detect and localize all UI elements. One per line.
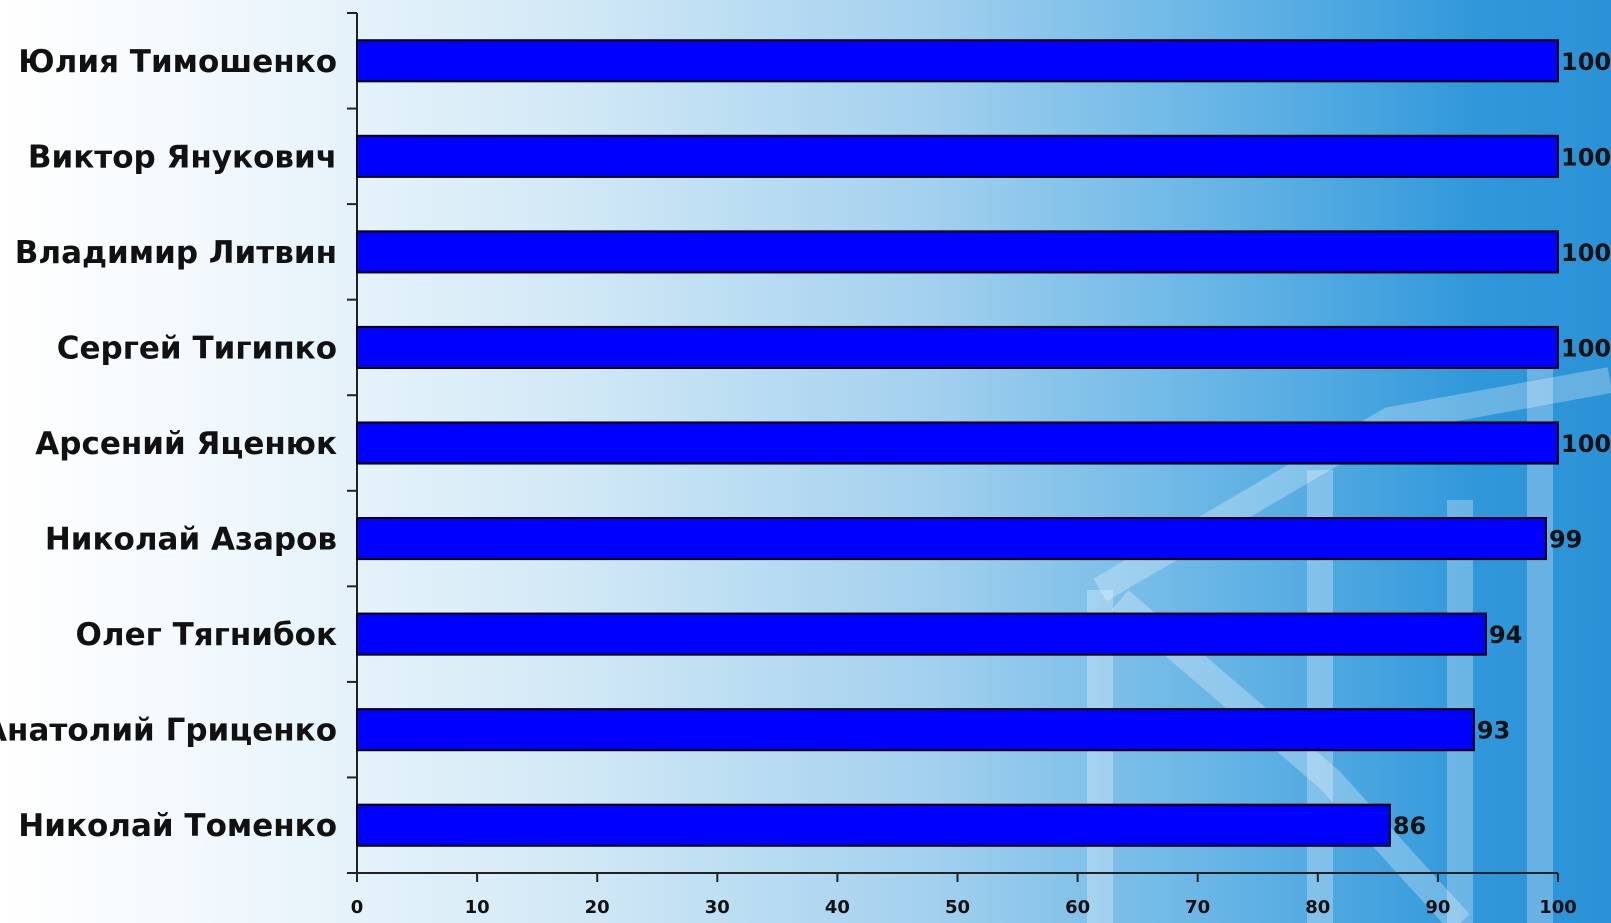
x-tick-label: 30 (705, 897, 730, 918)
x-tick-label: 40 (825, 897, 850, 918)
x-tick-label: 80 (1305, 897, 1330, 918)
x-tick-label: 60 (1065, 897, 1090, 918)
x-tick-label: 10 (465, 897, 490, 918)
category-label: Сергей Тигипко (57, 330, 337, 366)
bar (356, 230, 1559, 274)
bar (356, 803, 1391, 847)
plot-area: 0 10 20 30 40 50 60 70 80 90 100 Юлия Тимошенко 100 В… (0, 12, 1611, 918)
bar (356, 708, 1475, 752)
value-label: 100 (1561, 334, 1611, 362)
bar (356, 39, 1559, 83)
category-label: Анатолий Гриценко (0, 713, 337, 749)
category-label: Николай Азаров (45, 522, 337, 558)
value-label: 86 (1393, 812, 1426, 840)
bar (356, 134, 1559, 178)
bar (356, 612, 1487, 656)
value-label: 94 (1489, 621, 1522, 649)
category-label: Арсений Яценюк (35, 426, 337, 462)
value-label: 100 (1561, 48, 1611, 76)
value-label: 100 (1561, 239, 1611, 267)
value-label: 93 (1477, 717, 1510, 745)
value-label: 100 (1561, 430, 1611, 458)
category-label: Виктор Янукович (28, 139, 337, 175)
x-tick-label: 90 (1425, 897, 1450, 918)
category-label: Юлия Тимошенко (18, 44, 337, 80)
x-tick-label: 0 (351, 897, 364, 918)
x-tick-label: 100 (1539, 897, 1577, 918)
value-label: 100 (1561, 143, 1611, 171)
bar (356, 421, 1559, 465)
category-label: Олег Тягнибок (76, 617, 337, 653)
x-tick-label: 20 (585, 897, 610, 918)
bar (356, 325, 1559, 369)
category-label: Николай Томенко (18, 808, 337, 844)
bar (356, 517, 1547, 561)
category-label: Владимир Литвин (15, 235, 337, 271)
x-tick-label: 50 (945, 897, 970, 918)
value-label: 99 (1549, 526, 1582, 554)
x-tick-label: 70 (1185, 897, 1210, 918)
